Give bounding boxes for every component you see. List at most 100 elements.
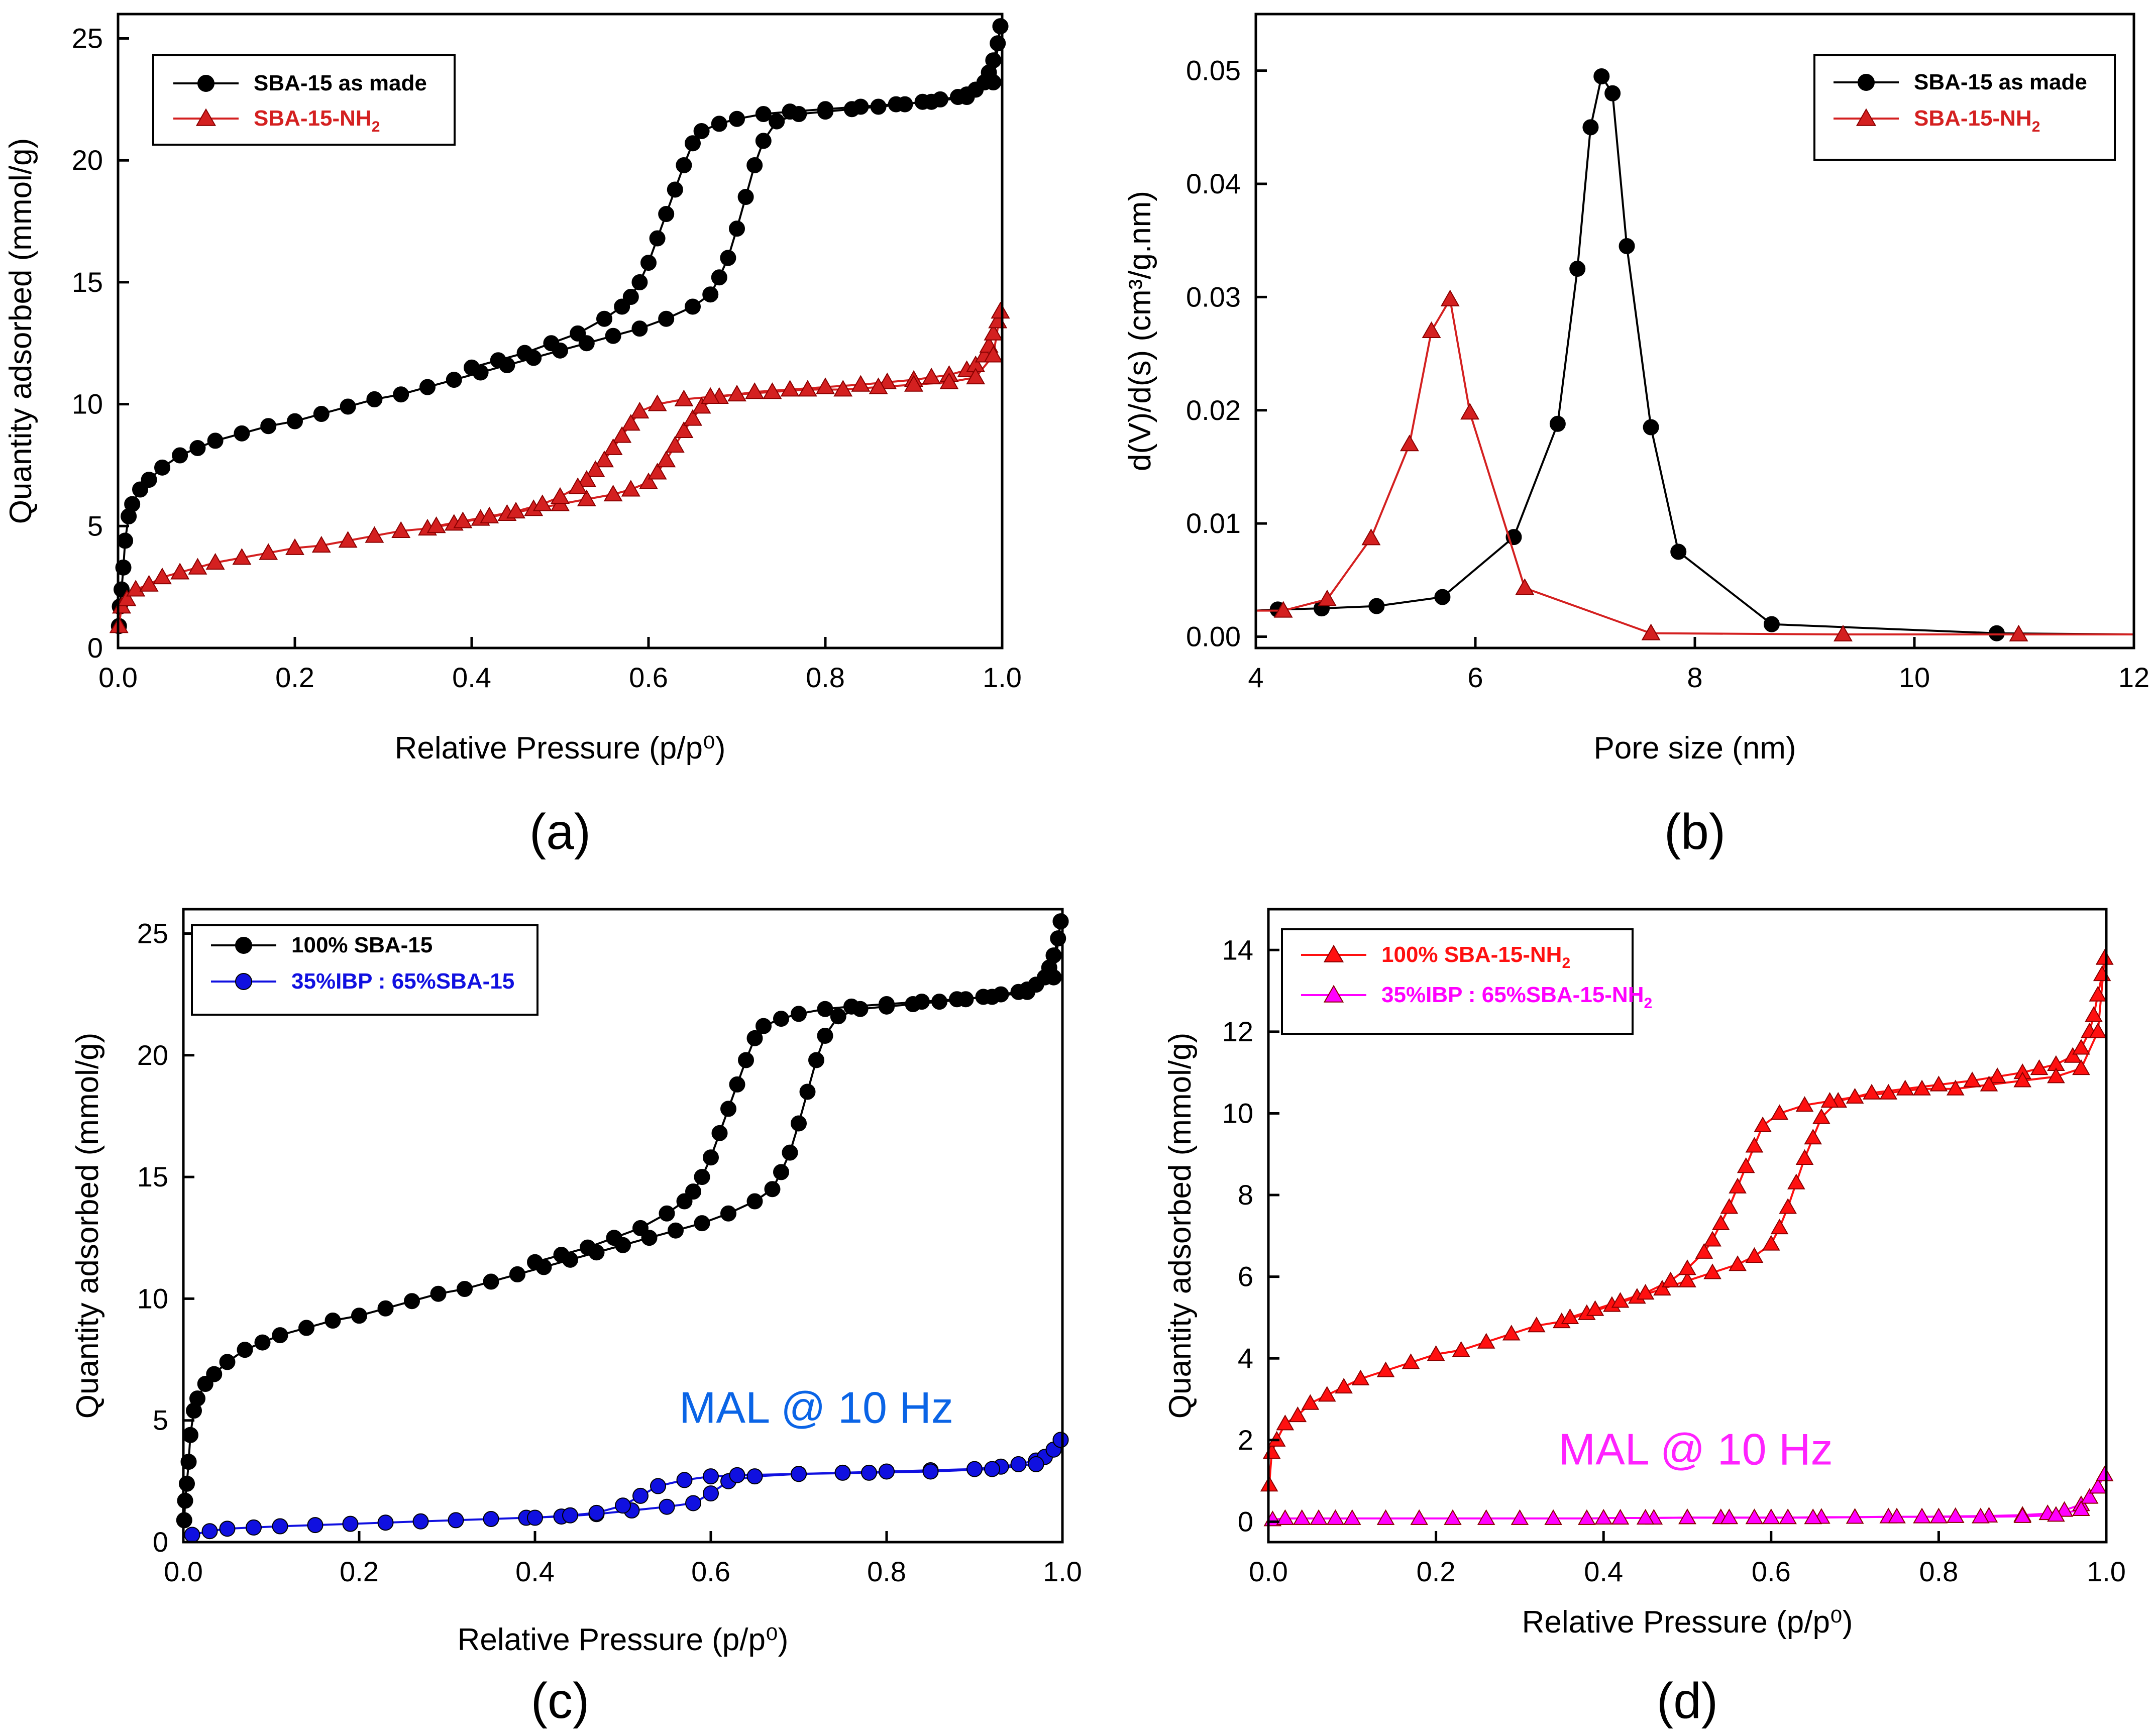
panel-a-series-2-desorption-point (833, 380, 853, 397)
panel-d-series-2-adsorption-point (1326, 1509, 1345, 1525)
panel-c-series-1-desorption-point (676, 1193, 693, 1210)
panel-d-series-1-adsorption-point (1863, 1083, 1881, 1100)
panel-d-series-2-adsorption-point (1376, 1509, 1395, 1525)
panel-d-series-1-adsorption-point (1729, 1255, 1747, 1271)
panel-c-series-1-desorption-point (756, 1018, 772, 1034)
panel-c-series-1-desorption-point (773, 1011, 789, 1027)
panel-d-series-2-adsorption-point (1511, 1509, 1529, 1525)
panel-d-series-2-adsorption-point (1444, 1509, 1462, 1525)
panel-d-series-1-adsorption-point (1335, 1377, 1353, 1394)
panel-c-series-1-adsorption-point (377, 1300, 394, 1317)
panel-b-series-2-points-point (1361, 528, 1381, 546)
panel-c-x-tick-label: 0.6 (691, 1556, 730, 1587)
panel-d-series-1-desorption-point (1745, 1137, 1764, 1153)
panel-a-series-1-desorption-point (711, 116, 727, 132)
panel-d-series-1-desorption-point (1661, 1271, 1680, 1287)
panel-d-series-1-adsorption-point (1779, 1198, 1797, 1214)
panel-b-legend-box (1813, 54, 2116, 161)
panel-a-series-2-desorption-point (532, 494, 552, 511)
panel-b-x-axis-title: Pore size (nm) (1593, 731, 1796, 766)
panel-a-series-2-desorption-point (453, 511, 473, 528)
panel-a-series-1-adsorption-point (605, 328, 621, 344)
panel-a-legend-box (152, 54, 456, 146)
panel-b-legend-marker (1858, 74, 1875, 91)
panel-a-series-2-adsorption-point (365, 526, 384, 543)
panel-d-series-1-adsorption-point (1988, 1067, 2006, 1083)
panel-d-series-2-adsorption-point (1745, 1508, 1764, 1525)
panel-a-series-1-desorption-point (958, 89, 975, 105)
panel-c-x-tick-label: 1.0 (1043, 1556, 1082, 1587)
panel-c-series-2-adsorption-point (219, 1521, 236, 1537)
panel-a-series-2-desorption-point (621, 414, 640, 431)
panel-d-series-2-desorption-point (1636, 1508, 1655, 1525)
panel-c-label: (c) (531, 1673, 590, 1729)
panel-c-series-1-desorption-point (914, 994, 930, 1010)
panel-b-x-ticks: 4 6 8 10 12 (1248, 637, 2149, 693)
panel-d-legend-label: 35%IBP : 65%SBA-15-NH2 (1381, 983, 1652, 1012)
panel-b-y-axis-title: d(V)/d(s) (cm³/g.nm) (1123, 191, 1157, 471)
panel-d-series-1-adsorption-point (1376, 1361, 1395, 1377)
panel-a-series-2 (109, 301, 1010, 633)
panel-c-legend: 100% SBA-15 35%IBP : 65%SBA-15 (191, 924, 538, 1016)
panel-a-series-1-desorption-point (570, 325, 586, 342)
panel-a-series-2-desorption-point (577, 470, 596, 487)
panel-a-plot-area (109, 18, 1010, 634)
panel-a-series-2-adsorption-point (338, 531, 358, 548)
panel-a-series-2-adsorption-point (391, 521, 411, 538)
panel-a-series-2-adsorption-point (259, 543, 278, 560)
panel-c-series-1-adsorption-point (219, 1354, 236, 1370)
panel-c-series-1-desorption-point (580, 1239, 596, 1256)
panel-d-series-1-desorption-point (2013, 1071, 2032, 1088)
panel-d-y-tick-label: 14 (1222, 934, 1253, 965)
panel-a-series-1-adsorption-point (737, 189, 754, 205)
panel-a-series-1-desorption-point (649, 230, 666, 247)
panel-d-series-2-adsorption-point (1293, 1509, 1311, 1525)
panel-d-series-2-adsorption-point (1946, 1507, 1965, 1523)
panel-c-legend-label: 35%IBP : 65%SBA-15 (291, 969, 514, 994)
panel-d-x-tick-label: 0.4 (1584, 1556, 1623, 1587)
panel-a-series-2-adsorption-point (285, 538, 304, 555)
panel-a-series-1-adsorption-point (393, 386, 409, 403)
panel-d-series-1-adsorption-point (1770, 1218, 1789, 1235)
panel-b-series-2-points-point (1641, 623, 1661, 640)
panel-c-series-1-adsorption-point (189, 1390, 205, 1407)
panel-a-y-axis-title: Quantity adsorbed (mmol/g) (4, 138, 38, 524)
panel-a-series-1-adsorption-point (870, 98, 887, 115)
panel-a-legend-label: SBA-15-NH2 (254, 106, 380, 135)
panel-a-legend-marker (195, 108, 217, 126)
panel-a-legend: SBA-15 as made SBA-15-NH2 (152, 54, 456, 146)
panel-d-legend-box (1281, 928, 1634, 1035)
panel-a-x-tick-label: 1.0 (983, 662, 1022, 693)
panel-c-series-1-adsorption-point (746, 1193, 763, 1210)
panel-c-series-1-desorption-point (606, 1230, 622, 1246)
panel-a-series-2-desorption-point (869, 377, 888, 394)
panel-a-series-2-desorption-point (480, 506, 499, 523)
panel-a-series-1-adsorption-point (117, 532, 134, 549)
panel-a-series-1-desorption-point (516, 345, 533, 361)
panel-d-series-2-adsorption-point (1410, 1509, 1429, 1525)
panel-d-x-tick-label: 0.6 (1752, 1556, 1791, 1587)
panel-a-legend-marker (197, 75, 214, 92)
panel-d-series-1-adsorption-point (2030, 1059, 2049, 1075)
panel-d-series-1-adsorption-point (1288, 1406, 1307, 1423)
panel-c-y-tick-label: 0 (153, 1526, 168, 1558)
panel-a-series-1-adsorption-point (985, 52, 1002, 69)
panel-b-y-tick-label: 0.03 (1186, 281, 1241, 312)
panel-a-series-2-adsorption-point (188, 558, 207, 575)
panel-d-legend: 100% SBA-15-NH2 35%IBP : 65%SBA-15-NH2 (1281, 928, 1652, 1035)
panel-c-series-1-adsorption-point (483, 1273, 499, 1290)
panel-b-series-2-points-point (1460, 402, 1480, 420)
panel-c-series-1-adsorption-point (177, 1492, 193, 1509)
panel-c-series-1-adsorption-point (931, 994, 947, 1010)
panel-a-series-2-desorption-point (727, 384, 746, 402)
panel-a-series-1-adsorption-point (746, 157, 763, 173)
panel-c-series-2-adsorption-point (685, 1495, 701, 1511)
panel-a-series-1-desorption-point (852, 98, 869, 115)
panel-a-series-2-adsorption-point (692, 397, 711, 414)
panel-d-series-2-desorption-point (1888, 1507, 1906, 1524)
panel-c-x-tick-label: 0.0 (164, 1556, 203, 1587)
panel-c-plot-area (176, 913, 1069, 1543)
panel-c-series-1-adsorption-point (764, 1181, 781, 1198)
panel-d-x-axis-title: Relative Pressure (p/p⁰) (1522, 1605, 1853, 1640)
